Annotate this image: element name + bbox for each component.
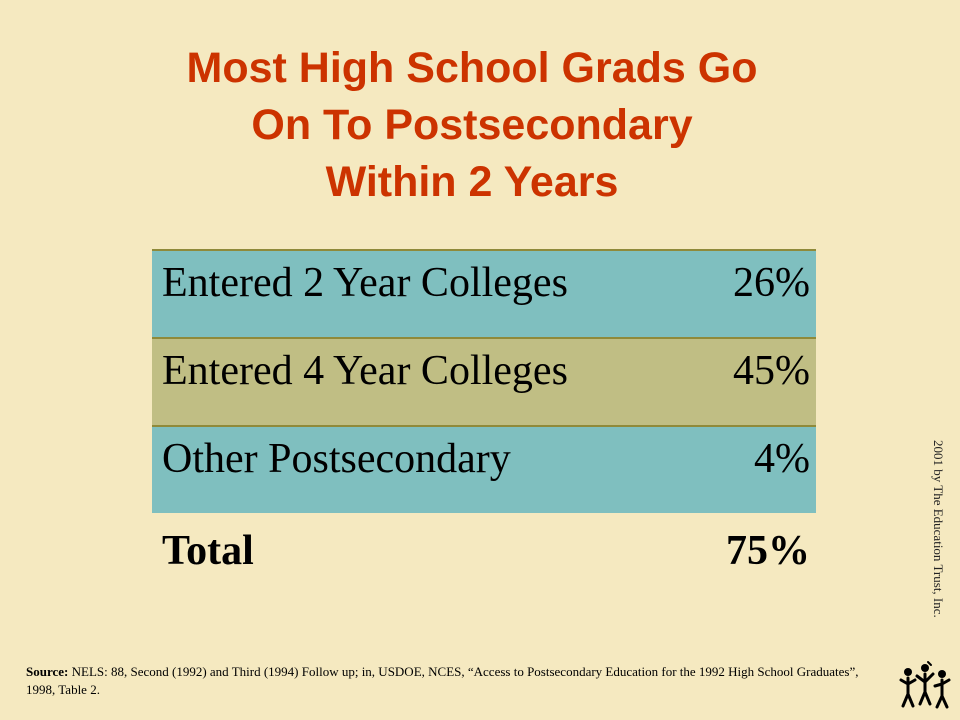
table-row-total: Total 75% — [152, 513, 816, 574]
total-label: Total — [162, 528, 254, 574]
table-row-other: Other Postsecondary 4% — [152, 425, 816, 513]
row-value: 26% — [733, 260, 810, 306]
source-prefix: Source: — [26, 664, 69, 679]
total-value: 75% — [726, 528, 810, 574]
row-label: Entered 4 Year Colleges — [162, 348, 568, 394]
postsecondary-table: Entered 2 Year Colleges 26% Entered 4 Ye… — [152, 249, 816, 574]
source-text: NELS: 88, Second (1992) and Third (1994)… — [26, 664, 859, 697]
source-citation: Source: NELS: 88, Second (1992) and Thir… — [26, 663, 866, 699]
education-trust-logo-icon — [899, 661, 951, 709]
table-row-4-year: Entered 4 Year Colleges 45% — [152, 337, 816, 425]
row-value: 4% — [754, 436, 810, 482]
title-line-3: Within 2 Years — [325, 158, 619, 206]
table-row-2-year: Entered 2 Year Colleges 26% — [152, 249, 816, 337]
row-label: Other Postsecondary — [162, 436, 511, 482]
row-label: Entered 2 Year Colleges — [162, 260, 568, 306]
copyright-credit: 2001 by The Education Trust, Inc. — [931, 440, 946, 618]
title-line-2: On To Postsecondary — [251, 101, 693, 149]
slide-title: Most High School Grads Go On To Postseco… — [0, 40, 944, 211]
title-line-1: Most High School Grads Go — [186, 44, 758, 92]
row-value: 45% — [733, 348, 810, 394]
